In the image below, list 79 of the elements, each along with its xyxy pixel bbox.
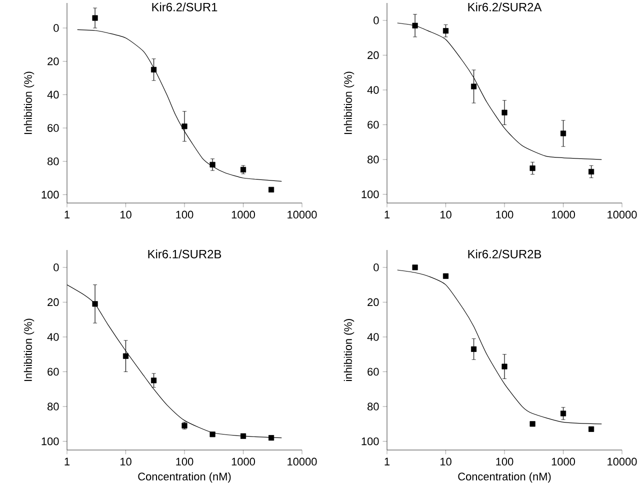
x-tick-label: 10000 — [288, 458, 317, 466]
chart-title: Kir6.2/SUR2A — [468, 2, 542, 12]
x-axis-title: Concentration (nM) — [138, 472, 231, 483]
point — [412, 22, 418, 28]
y-tick-label: 40 — [367, 333, 379, 341]
y-axis-title: Inhibition (%) — [24, 72, 34, 134]
point — [268, 186, 274, 192]
y-tick-label: 20 — [368, 51, 379, 60]
chart-title: Kir6.2/SUR1 — [152, 2, 218, 12]
point — [560, 130, 566, 136]
x-tick-label: 1000 — [232, 458, 255, 466]
x-tick-label: 100 — [496, 210, 514, 219]
y-tick-label: 0 — [54, 264, 59, 272]
y-tick-label: 80 — [368, 156, 379, 164]
y-axis-title: inhibition (%) — [344, 319, 354, 381]
y-tick-label: 40 — [367, 86, 379, 94]
point — [92, 301, 98, 307]
x-tick-label: 1 — [64, 458, 70, 466]
x-tick-label: 10000 — [288, 210, 317, 219]
x-tick-label: 1000 — [552, 458, 575, 466]
x-tick-label: 10 — [120, 210, 132, 219]
point — [240, 433, 246, 439]
point — [412, 264, 418, 270]
y-tick-label: 100 — [42, 437, 59, 446]
point — [210, 162, 216, 168]
x-axis-title: Concentration (nM) — [458, 472, 551, 483]
x-tick-label: 10000 — [608, 210, 637, 219]
y-tick-label: 60 — [368, 120, 379, 129]
y-tick-label: 60 — [48, 124, 59, 132]
x-tick-label: 10 — [440, 210, 452, 219]
point — [268, 435, 274, 441]
y-tick-label: 20 — [368, 298, 379, 306]
y-tick-label: 20 — [48, 298, 59, 306]
point — [530, 165, 536, 172]
y-tick-label: 100 — [362, 190, 379, 198]
point — [442, 28, 449, 34]
point — [502, 364, 508, 370]
y-tick-label: 100 — [42, 190, 59, 199]
x-tick-label: 10 — [120, 458, 132, 466]
point — [588, 168, 594, 174]
y-tick-label: 80 — [368, 402, 379, 410]
y-tick-label: 0 — [374, 264, 379, 272]
y-tick-label: 60 — [48, 368, 59, 376]
y-axis-title: Inhibition (%) — [24, 318, 34, 381]
x-tick-label: 100 — [176, 210, 194, 219]
x-tick-label: 1 — [64, 210, 70, 218]
x-tick-label: 100 — [176, 458, 194, 466]
point — [560, 410, 566, 416]
y-tick-label: 80 — [48, 157, 59, 166]
x-tick-label: 1000 — [552, 210, 575, 219]
point — [210, 432, 216, 438]
x-tick-label: 1 — [384, 210, 390, 218]
point — [150, 378, 157, 384]
point — [442, 273, 449, 279]
y-tick-label: 100 — [362, 437, 379, 446]
y-tick-label: 80 — [48, 402, 59, 410]
chart-title: Kir6.1/SUR2B — [148, 250, 222, 258]
y-tick-label: 20 — [48, 57, 59, 66]
point — [240, 166, 246, 172]
point — [588, 426, 594, 432]
x-tick-label: 10000 — [608, 458, 637, 466]
y-tick-label: 40 — [47, 90, 59, 99]
point — [530, 421, 536, 427]
y-tick-label: 40 — [47, 333, 59, 341]
x-tick-label: 1 — [384, 458, 390, 466]
x-tick-label: 1000 — [232, 210, 255, 219]
x-tick-label: 100 — [496, 458, 514, 466]
y-tick-label: 60 — [368, 368, 379, 376]
y-axis-title: Inhibition (%) — [344, 72, 354, 134]
y-tick-label: 0 — [54, 24, 59, 32]
point — [470, 346, 477, 352]
point — [502, 110, 508, 116]
y-tick-label: 0 — [374, 16, 379, 24]
point — [122, 353, 129, 359]
chart-title: Kir6.2/SUR2B — [468, 250, 542, 258]
point — [470, 84, 477, 90]
point — [150, 66, 157, 72]
x-tick-label: 10 — [440, 458, 452, 466]
point — [182, 124, 188, 130]
